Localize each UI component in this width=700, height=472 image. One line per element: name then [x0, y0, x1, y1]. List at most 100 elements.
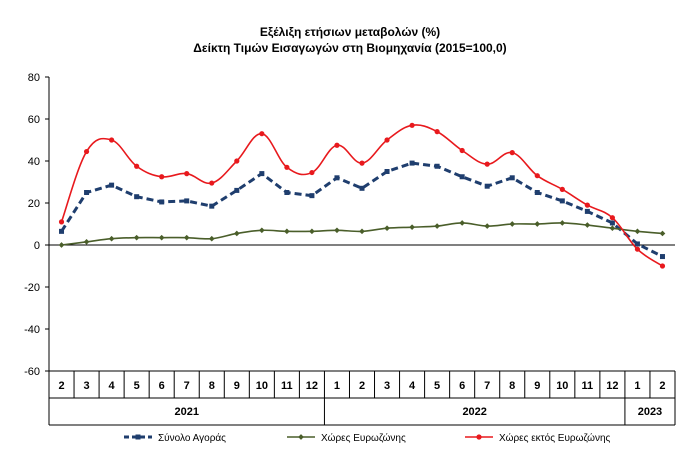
- data-point-series-2: [108, 235, 115, 242]
- x-tick-label: 3: [384, 380, 390, 392]
- series-line-1: [60, 161, 664, 258]
- data-point-series-3: [134, 163, 140, 169]
- data-point-series-2: [434, 223, 440, 229]
- legend-marker: [298, 434, 304, 440]
- data-point-series-1: [259, 171, 265, 177]
- y-tick-label: 60: [28, 114, 40, 126]
- y-tick-label: 20: [28, 198, 40, 210]
- x-tick-label: 2: [659, 380, 665, 392]
- x-tick-label: 1: [634, 380, 640, 392]
- y-tick-label: 40: [28, 156, 40, 168]
- x-tick-label: 5: [134, 380, 140, 392]
- y-tick-label: 0: [34, 240, 40, 252]
- data-point-series-3: [259, 131, 265, 137]
- data-point-series-1: [459, 174, 465, 180]
- legend-marker: [476, 434, 482, 440]
- data-point-series-3: [609, 215, 616, 221]
- data-point-series-1: [584, 208, 590, 214]
- chart-title: Εξέλιξη ετήσιων μεταβολών (%): [260, 25, 440, 39]
- legend-label: Σύνολο Αγοράς: [158, 432, 226, 444]
- x-tick-label: 2: [359, 380, 365, 392]
- y-tick-label: -40: [24, 324, 40, 336]
- data-point-series-1: [334, 175, 340, 181]
- data-point-series-3: [359, 160, 365, 166]
- x-tick-label: 2: [58, 380, 64, 392]
- data-point-series-2: [208, 235, 215, 242]
- data-point-series-3: [309, 169, 315, 176]
- data-point-series-3: [484, 161, 490, 167]
- data-point-series-3: [384, 137, 390, 143]
- data-point-series-2: [659, 230, 666, 237]
- data-point-series-2: [509, 221, 516, 227]
- data-point-series-2: [309, 228, 315, 235]
- data-point-series-1: [434, 163, 440, 169]
- data-point-series-1: [209, 203, 215, 209]
- y-tick-label: -20: [24, 282, 40, 294]
- data-point-series-1: [109, 182, 115, 188]
- data-point-series-3: [83, 148, 90, 155]
- x-tick-label: 4: [109, 380, 116, 392]
- data-point-series-2: [484, 223, 491, 229]
- data-point-series-1: [559, 198, 565, 204]
- data-point-series-3: [509, 150, 515, 156]
- data-point-series-3: [109, 137, 115, 143]
- data-point-series-1: [59, 228, 65, 234]
- data-point-series-1: [609, 220, 615, 226]
- data-point-series-1: [409, 160, 415, 166]
- data-point-series-1: [309, 193, 315, 199]
- x-tick-label: 6: [159, 380, 165, 392]
- x-tick-label: 7: [184, 380, 190, 392]
- data-point-series-3: [184, 171, 190, 177]
- x-tick-label: 11: [281, 380, 293, 392]
- data-point-series-3: [209, 180, 215, 186]
- data-point-series-3: [234, 158, 240, 164]
- year-label: 2022: [462, 406, 486, 418]
- legend-label: Χώρες Ευρωζώνης: [321, 432, 406, 444]
- data-point-series-1: [159, 199, 165, 205]
- data-point-series-3: [659, 263, 666, 269]
- x-tick-label: 11: [582, 380, 594, 392]
- data-point-series-3: [58, 219, 65, 225]
- data-point-series-1: [659, 254, 665, 260]
- data-point-series-2: [334, 227, 340, 234]
- data-point-series-2: [634, 228, 641, 235]
- x-tick-label: 9: [234, 380, 240, 392]
- y-tick-label: -60: [24, 366, 40, 378]
- x-tick-label: 1: [334, 380, 340, 392]
- data-point-series-3: [284, 164, 290, 170]
- data-point-series-2: [233, 230, 240, 237]
- x-tick-label: 3: [83, 380, 89, 392]
- data-point-series-1: [484, 183, 490, 189]
- x-tick-label: 5: [434, 380, 440, 392]
- data-point-series-1: [134, 194, 140, 200]
- year-label: 2021: [174, 406, 198, 418]
- x-tick-label: 8: [209, 380, 215, 392]
- y-tick-label: 80: [28, 72, 40, 84]
- data-point-series-1: [634, 241, 640, 247]
- data-point-series-2: [384, 225, 390, 232]
- x-tick-label: 12: [606, 380, 618, 392]
- data-point-series-2: [83, 239, 90, 245]
- x-tick-label: 7: [484, 380, 490, 392]
- data-point-series-2: [534, 221, 541, 227]
- legend-label: Χώρες εκτός Ευρωζώνης: [499, 432, 611, 444]
- data-point-series-1: [384, 169, 390, 174]
- data-point-series-2: [584, 222, 591, 228]
- data-point-series-3: [459, 147, 465, 154]
- data-point-series-1: [359, 185, 365, 191]
- x-tick-label: 6: [459, 380, 465, 392]
- data-point-series-1: [84, 190, 90, 195]
- data-point-series-3: [334, 142, 340, 148]
- x-tick-label: 9: [534, 380, 540, 392]
- x-tick-label: 4: [409, 380, 416, 392]
- legend: Σύνολο Αγοράς Χώρες Ευρωζώνης Χώρες εκτός …: [124, 432, 611, 444]
- data-point-series-3: [534, 173, 540, 179]
- data-point-series-1: [509, 175, 515, 181]
- data-point-series-2: [359, 228, 365, 235]
- data-point-series-3: [434, 129, 440, 135]
- data-point-series-1: [534, 190, 540, 195]
- data-point-series-3: [559, 186, 565, 192]
- data-point-series-2: [133, 234, 140, 241]
